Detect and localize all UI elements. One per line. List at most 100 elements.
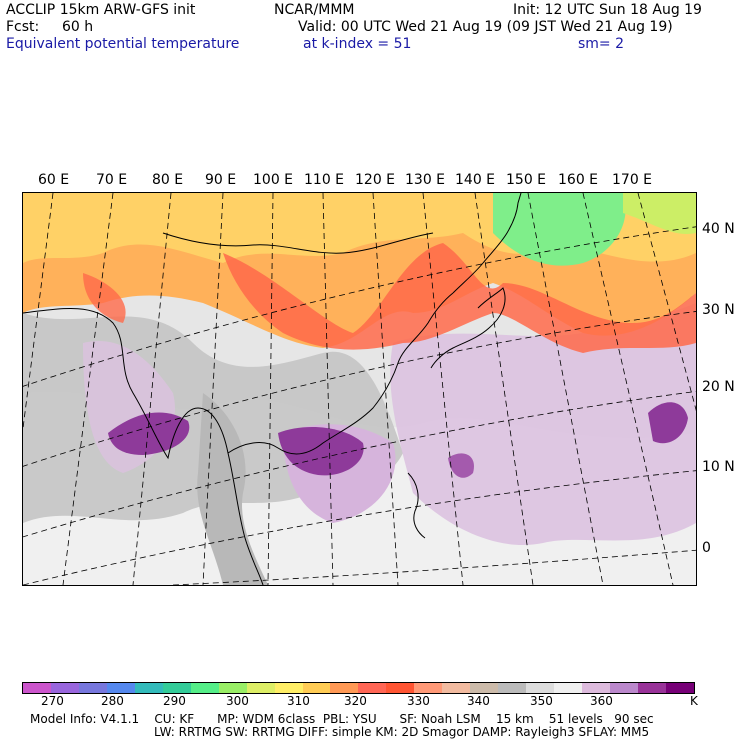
lon-label: 140 E — [455, 172, 496, 188]
colorbar-swatch — [218, 683, 247, 693]
field-name: Equivalent potential temperature — [6, 36, 240, 52]
colorbar — [22, 682, 695, 694]
lat-label: 40 N — [702, 221, 735, 237]
lon-line-140 — [474, 193, 534, 585]
colorbar-swatch — [637, 683, 666, 693]
lon-line-150 — [527, 193, 604, 585]
lat-line-10 — [23, 470, 696, 585]
colorbar-swatch — [498, 683, 527, 693]
lon-label: 110 E — [304, 172, 345, 188]
colorbar-tick: 330 — [407, 694, 430, 708]
lon-label: 130 E — [405, 172, 446, 188]
border-mongolia — [162, 232, 434, 254]
model-title: ACCLIP 15km ARW-GFS init — [6, 2, 196, 18]
colorbar-tick: 350 — [530, 694, 553, 708]
colorbar-tick: 300 — [226, 694, 249, 708]
lat-line-0 — [172, 549, 696, 585]
colorbar-swatch — [526, 683, 555, 693]
field-green-pocket — [493, 193, 626, 266]
colorbar-tick: 290 — [163, 694, 186, 708]
colorbar-swatch — [162, 683, 191, 693]
colorbar-swatch — [23, 683, 51, 693]
lon-line-160 — [582, 193, 674, 585]
field-purple-bay — [108, 412, 190, 455]
colorbar-swatch — [554, 683, 583, 693]
lon-label: 70 E — [96, 172, 128, 188]
colorbar-tick: 280 — [101, 694, 124, 708]
field-purple-typhoon — [448, 453, 474, 478]
colorbar-swatch — [665, 683, 694, 693]
colorbar-swatch — [302, 683, 331, 693]
colorbar-swatch — [190, 683, 219, 693]
coast-south-asia — [23, 308, 264, 585]
colorbar-swatch — [610, 683, 638, 693]
colorbar-swatch — [134, 683, 163, 693]
graticule — [23, 193, 696, 585]
coast-china — [227, 292, 454, 455]
lon-line-120 — [372, 193, 399, 585]
lon-line-130 — [422, 193, 464, 585]
lat-line-40 — [23, 226, 696, 387]
colorbar-swatch — [330, 683, 359, 693]
map-panel — [22, 192, 697, 586]
colorbar-swatch — [358, 683, 387, 693]
lon-line-100 — [267, 193, 274, 585]
lon-line-70 — [62, 193, 114, 585]
init-time: Init: 12 UTC Sun 18 Aug 19 — [513, 2, 702, 18]
coast-russia — [452, 193, 522, 294]
lon-label: 170 E — [612, 172, 653, 188]
field-grey-indochina — [197, 393, 268, 585]
lat-label: 30 N — [702, 302, 735, 318]
colorbar-tick: 270 — [41, 694, 64, 708]
lon-line-80 — [132, 193, 172, 585]
colorbar-tick: 320 — [344, 694, 367, 708]
lon-label: 60 E — [38, 172, 70, 188]
field-red-band — [223, 243, 696, 353]
colorbar-swatch — [78, 683, 107, 693]
colorbar-swatch — [414, 683, 443, 693]
forecast-label: Fcst: — [6, 19, 40, 35]
lon-label: 100 E — [253, 172, 294, 188]
forecast-hours: 60 h — [62, 19, 94, 35]
colorbar-swatch — [274, 683, 303, 693]
lat-label: 0 — [702, 540, 711, 556]
lat-line-20 — [23, 391, 696, 538]
coast-philippines — [407, 472, 426, 539]
coast-japan — [430, 287, 506, 369]
field-red-west — [83, 273, 126, 323]
field-purple-scs — [278, 427, 364, 476]
lon-label: 150 E — [506, 172, 547, 188]
colorbar-unit: K — [690, 694, 698, 708]
lat-label: 20 N — [702, 379, 735, 395]
lon-label: 80 E — [152, 172, 184, 188]
colorbar-swatch — [386, 683, 415, 693]
level-index: at k-index = 51 — [303, 36, 412, 52]
field-yellowgreen-pocket — [623, 193, 696, 234]
coastlines — [23, 193, 522, 585]
colorbar-tick: 310 — [287, 694, 310, 708]
smoothing: sm= 2 — [578, 36, 625, 52]
colorbar-swatch — [442, 683, 471, 693]
lon-line-60 — [23, 193, 54, 432]
colorbar-swatch — [470, 683, 499, 693]
physics-info: LW: RRTMG SW: RRTMG DIFF: simple KM: 2D … — [154, 725, 650, 739]
lat-line-30 — [23, 311, 696, 467]
colorbar-tick: 360 — [590, 694, 613, 708]
valid-time: Valid: 00 UTC Wed 21 Aug 19 (09 JST Wed … — [298, 19, 673, 35]
map-field — [23, 193, 696, 585]
lon-label: 120 E — [355, 172, 396, 188]
lon-line-110 — [322, 193, 334, 585]
colorbar-swatch — [246, 683, 275, 693]
colorbar-swatch — [106, 683, 135, 693]
lon-label: 160 E — [558, 172, 599, 188]
field-purple-east — [648, 402, 688, 444]
colorbar-swatch — [582, 683, 611, 693]
model-info: Model Info: V4.1.1 CU: KF MP: WDM 6class… — [30, 712, 654, 726]
colorbar-swatch — [50, 683, 79, 693]
lon-line-170 — [637, 193, 696, 412]
colorbar-tick: 340 — [467, 694, 490, 708]
institution: NCAR/MMM — [274, 2, 355, 18]
lon-label: 90 E — [205, 172, 237, 188]
field-lavender-pacific — [390, 303, 696, 545]
lat-label: 10 N — [702, 459, 735, 475]
